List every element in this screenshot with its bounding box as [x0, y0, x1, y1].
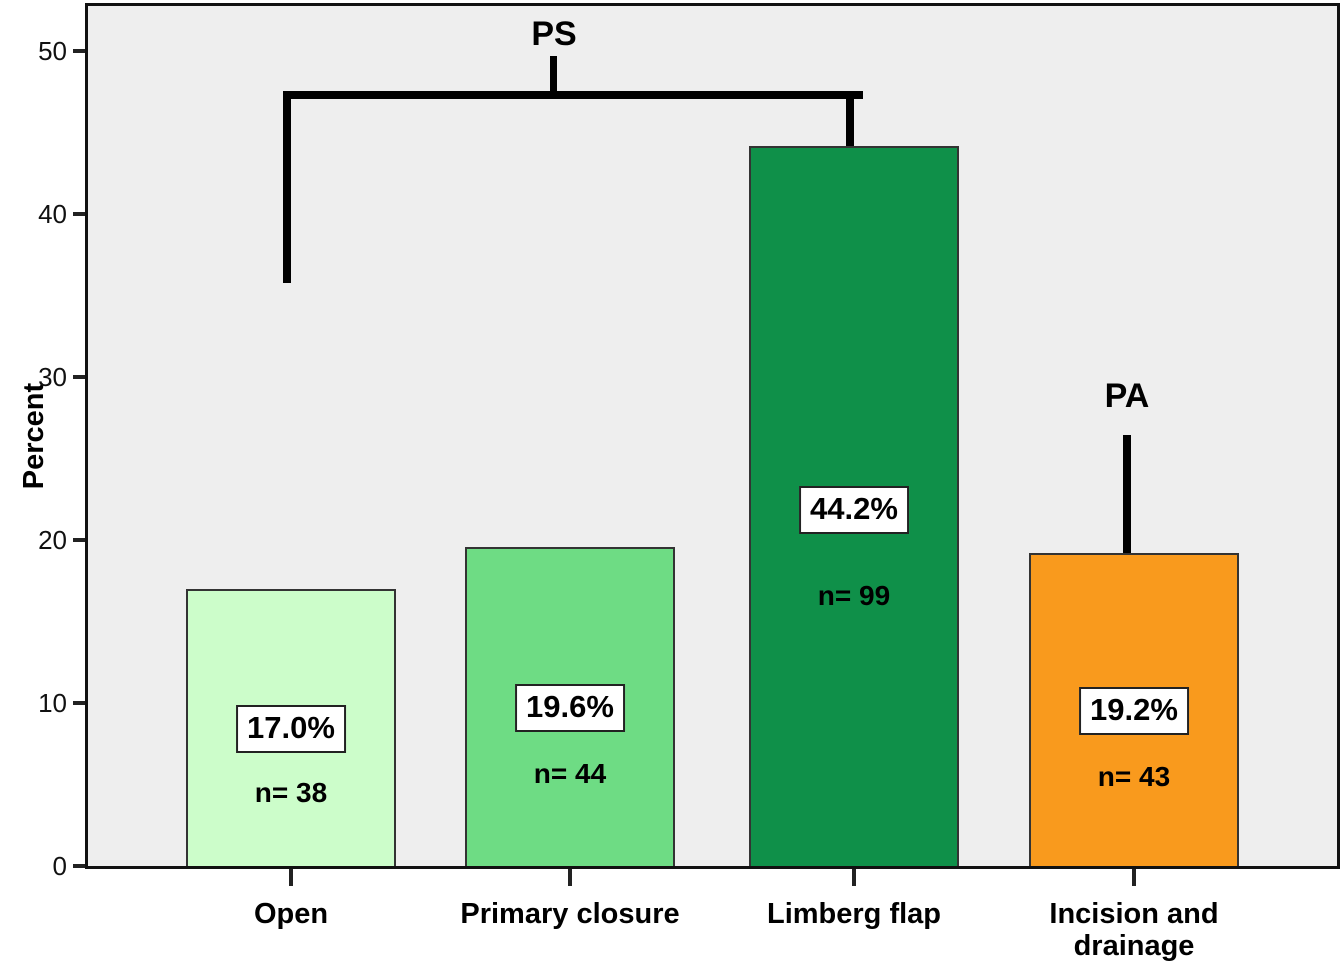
percent-label-box-limberg-flap: 44.2% — [799, 485, 909, 534]
y-axis-title-text: Percent — [18, 382, 50, 490]
count-label-primary-closure: n= 44 — [533, 758, 607, 790]
pa-vertical-line — [1123, 435, 1131, 555]
x-tick-label-incision-and-drainage: Incision and drainage — [1049, 898, 1219, 962]
x-tick-label-limberg-flap: Limberg flap — [766, 898, 941, 930]
bracket-right-arm — [846, 91, 854, 148]
bracket-left-arm — [283, 91, 291, 283]
percent-label-box-incision-and-drainage: 19.2% — [1079, 687, 1189, 736]
ps-label: PS — [531, 15, 577, 53]
x-tick-open — [289, 869, 293, 886]
bracket-horizontal-line — [283, 91, 863, 99]
y-tick-label-0: 0 — [52, 851, 67, 881]
bar-primary-closure — [465, 547, 675, 866]
y-tick-50 — [73, 49, 88, 53]
x-tick-incision-and-drainage — [1132, 869, 1136, 886]
y-tick-label-30: 30 — [38, 362, 67, 392]
x-tick-limberg-flap — [852, 869, 856, 886]
count-label-limberg-flap: n= 99 — [817, 579, 891, 611]
y-tick-40 — [73, 212, 88, 216]
bracket-label-tick — [550, 56, 557, 98]
x-tick-primary-closure — [568, 869, 572, 886]
y-tick-0 — [73, 864, 88, 868]
percent-label-box-primary-closure: 19.6% — [515, 684, 625, 733]
bar-open — [186, 589, 396, 866]
y-tick-label-20: 20 — [38, 525, 67, 555]
count-label-incision-and-drainage: n= 43 — [1097, 760, 1171, 792]
x-tick-label-primary-closure: Primary closure — [460, 898, 680, 930]
y-tick-10 — [73, 701, 88, 705]
y-tick-label-40: 40 — [38, 199, 67, 229]
count-label-open: n= 38 — [254, 776, 328, 808]
percent-label-box-open: 17.0% — [236, 704, 346, 753]
y-tick-20 — [73, 538, 88, 542]
pa-label: PA — [1104, 377, 1150, 415]
y-tick-label-50: 50 — [38, 36, 67, 66]
plot-area: PS PA 17.0% n= 38 19.6% n= 44 44.2% n= 99 19.2… — [85, 3, 1340, 869]
y-tick-label-10: 10 — [38, 688, 67, 718]
x-tick-label-open: Open — [253, 898, 329, 930]
y-tick-30 — [73, 375, 88, 379]
